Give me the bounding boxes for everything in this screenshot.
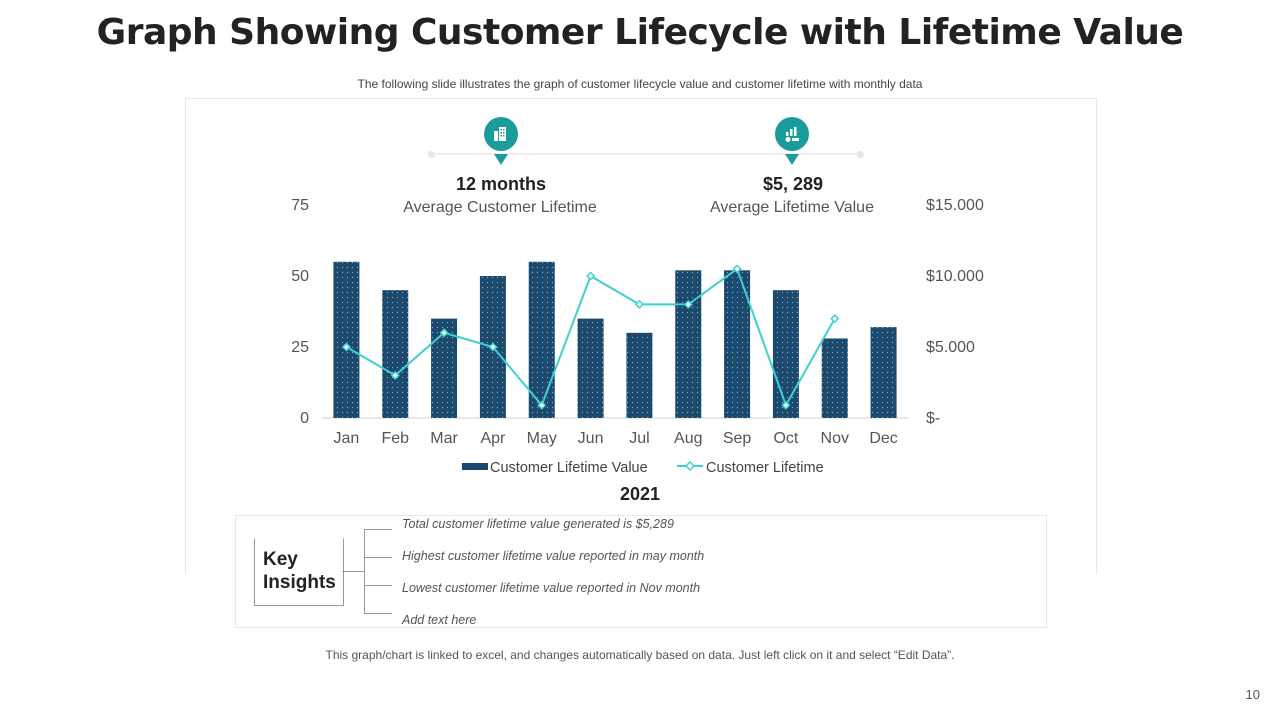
x-tick-label: Sep — [723, 430, 752, 447]
insights-bracket — [254, 538, 344, 606]
y-right-tick-label: $- — [926, 410, 940, 427]
insight-tick — [364, 613, 392, 614]
y-right-tick-label: $5.000 — [926, 339, 975, 356]
bar-oct — [772, 290, 799, 418]
x-tick-label: Mar — [430, 430, 458, 447]
key-insights-panel — [235, 515, 1047, 628]
bar-jun — [577, 318, 604, 418]
insight-tick — [364, 529, 392, 530]
legend-bar-label: Customer Lifetime Value — [490, 460, 648, 476]
x-tick-label: Aug — [674, 430, 702, 447]
insight-item-1: Total customer lifetime value generated … — [402, 517, 674, 531]
insight-item-2: Highest customer lifetime value reported… — [402, 549, 705, 563]
chart-container — [185, 98, 1097, 574]
x-tick-label: Dec — [869, 430, 897, 447]
pin-pointer-right — [785, 154, 799, 165]
page-number: 10 — [1245, 687, 1260, 702]
x-tick-label: Jan — [334, 430, 360, 447]
bar-feb — [382, 290, 409, 418]
x-tick-label: Oct — [773, 430, 798, 447]
x-tick-label: Nov — [821, 430, 849, 447]
legend-bar-swatch — [462, 463, 488, 470]
line-point-sep — [732, 264, 742, 274]
x-tick-label: Jul — [629, 430, 649, 447]
x-tick-label: Feb — [381, 430, 409, 447]
insights-stem — [364, 529, 365, 613]
kpi-ltv-label: Average Lifetime Value — [710, 199, 874, 216]
chart-xlabel-year: 2021 — [619, 484, 661, 504]
bar-jan — [333, 261, 360, 418]
bar-aug — [675, 270, 702, 418]
kpi-line-dot-left — [428, 151, 435, 158]
insights-connector — [342, 571, 364, 572]
line-point-apr — [488, 342, 498, 352]
insight-tick — [364, 557, 392, 558]
legend-line-label: Customer Lifetime — [706, 460, 824, 476]
line-point-oct — [781, 400, 791, 410]
x-tick-label: May — [527, 430, 557, 447]
x-tick-label: Jun — [578, 430, 604, 447]
x-tick-label: Apr — [480, 430, 506, 447]
slide-title: Graph Showing Customer Lifecycle with Li… — [96, 12, 1184, 53]
line-point-feb — [390, 370, 400, 380]
bar-jul — [626, 332, 653, 418]
line-point-may — [537, 400, 547, 410]
y-left-tick-label: 0 — [300, 410, 309, 427]
kpi-lifetime-value: 12 months — [455, 174, 547, 194]
y-right-tick-label: $15.000 — [926, 197, 984, 214]
kpi-lifetime-label: Average Customer Lifetime — [403, 199, 597, 216]
kpi-ltv-value: $5, 289 — [762, 174, 824, 194]
line-point-nov — [830, 314, 840, 324]
y-left-tick-label: 25 — [291, 339, 309, 356]
y-left-tick-label: 75 — [291, 197, 309, 214]
bar-nov — [821, 338, 848, 418]
building-chart-icon — [484, 117, 518, 151]
insight-tick — [364, 585, 392, 586]
legend-line-marker — [684, 460, 696, 472]
slide-subtitle: The following slide illustrates the grap… — [357, 77, 923, 91]
y-right-tick-label: $10.000 — [926, 268, 984, 285]
kpi-divider-line — [432, 153, 860, 155]
line-point-jan — [341, 342, 351, 352]
money-chart-icon — [775, 117, 809, 151]
bar-dec — [870, 327, 897, 418]
line-point-jul — [634, 299, 644, 309]
line-point-aug — [683, 299, 693, 309]
line-point-jun — [586, 271, 596, 281]
kpi-line-dot-right — [857, 151, 864, 158]
key-insights-title: Key Insights — [263, 549, 336, 593]
pin-pointer-left — [494, 154, 508, 165]
bar-may — [528, 261, 555, 418]
footnote: This graph/chart is linked to excel, and… — [325, 648, 955, 662]
line-point-mar — [439, 328, 449, 338]
insight-item-4: Add text here — [402, 613, 477, 627]
y-left-tick-label: 50 — [291, 268, 309, 285]
insight-item-3: Lowest customer lifetime value reported … — [402, 581, 701, 595]
